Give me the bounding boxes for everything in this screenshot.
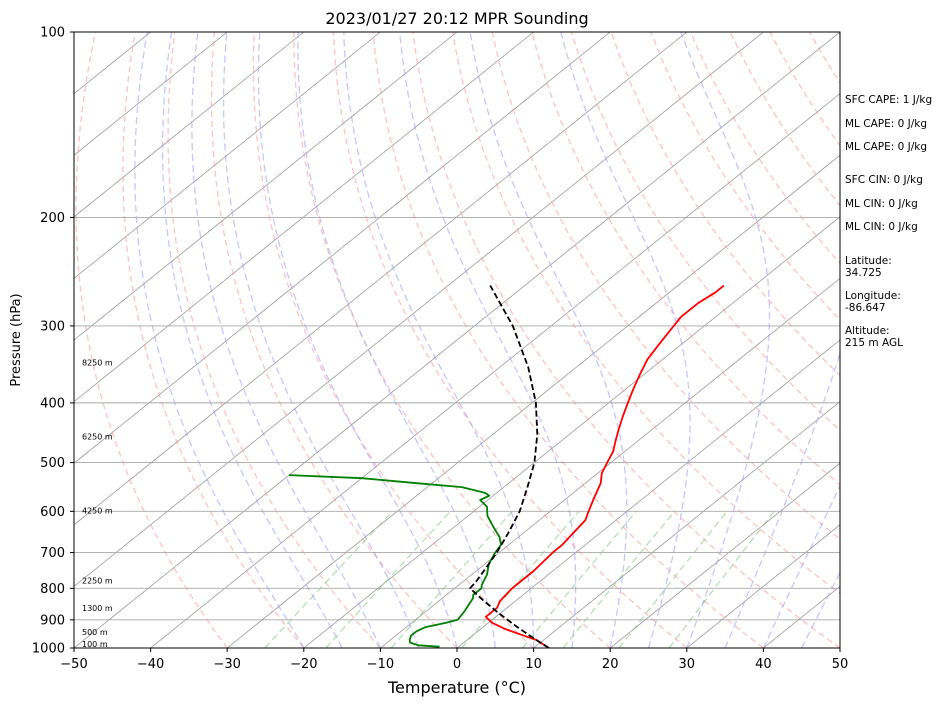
- mixing-ratio-line: [562, 510, 676, 648]
- chart-title: 2023/01/27 20:12 MPR Sounding: [325, 9, 588, 28]
- moist-adiabat-line: [257, 32, 458, 648]
- sounding-traces: [288, 284, 725, 648]
- background-lines: [74, 32, 840, 648]
- moist-adiabat-line: [762, 484, 840, 648]
- height-label: 6250 m: [82, 432, 113, 441]
- x-tick-label: −50: [60, 657, 87, 672]
- stat-ml-cin-2: ML CIN: 0 J/kg: [845, 221, 918, 233]
- x-tick-label: 30: [679, 657, 696, 672]
- isotherm-line: [533, 401, 840, 648]
- height-labels: 100 m 500 m 1300 m 2250 m 4250 m 6250 m 8250 m: [82, 358, 113, 648]
- moist-adiabat-line: [161, 32, 343, 648]
- mixing-ratio-line: [461, 510, 580, 648]
- x-tick-label: −10: [367, 657, 394, 672]
- stat-ml-cape: ML CAPE: 0 J/kg: [845, 118, 928, 130]
- isotherm-line: [74, 32, 764, 587]
- parcel-trace: [469, 285, 550, 648]
- height-label: 1300 m: [82, 604, 113, 613]
- dry-adiabat-line: [570, 32, 840, 432]
- x-tick-label: 10: [525, 657, 542, 672]
- isotherm-line: [74, 32, 840, 648]
- x-tick-label: −30: [213, 657, 240, 672]
- y-tick-label: 600: [40, 505, 65, 520]
- y-tick-label: 800: [40, 582, 65, 597]
- moist-adiabat-line: [222, 32, 420, 648]
- altitude-info: Altitude: 215 m AGL: [845, 325, 903, 349]
- dry-adiabat-line: [332, 32, 688, 648]
- isotherm-line: [686, 524, 840, 648]
- stat-ml-cin: ML CIN: 0 J/kg: [845, 198, 918, 210]
- isotherm-line: [609, 462, 840, 648]
- y-tick-label: 200: [40, 211, 65, 226]
- y-tick-label: 500: [40, 456, 65, 471]
- dry-adiabat-line: [451, 32, 840, 595]
- isotherm-line: [74, 32, 228, 156]
- isotherm-line: [226, 154, 840, 648]
- stat-sfc-cin: SFC CIN: 0 J/kg: [845, 174, 923, 186]
- dry-adiabat-line: [412, 32, 840, 648]
- stat-sfc-cape: SFC CAPE: 1 J/kg: [845, 94, 933, 106]
- dry-adiabat-line: [210, 32, 458, 648]
- height-label: 100 m: [82, 640, 108, 649]
- moist-adiabat-line: [134, 32, 305, 648]
- moist-adiabat-line: [297, 32, 496, 648]
- moist-adiabat-line: [191, 32, 381, 648]
- mixing-ratio-line: [390, 510, 513, 648]
- isotherm-line: [380, 277, 840, 648]
- temperature-trace: [484, 284, 725, 648]
- mixing-ratio-line: [668, 510, 775, 648]
- latitude-info: Latitude: 34.725: [845, 255, 892, 279]
- moist-adiabat-line: [343, 32, 535, 648]
- x-tick-label: −40: [137, 657, 164, 672]
- mixing-ratio-line: [618, 510, 728, 648]
- dry-adiabat-line: [650, 32, 840, 321]
- height-label: 2250 m: [82, 577, 113, 586]
- y-tick-label: 300: [40, 319, 65, 334]
- pressure-gridlines: [74, 32, 840, 648]
- x-axis-ticks: −50 −40 −30 −20 −10 0 10 20 30 40 50: [60, 648, 848, 672]
- isotherm-line: [303, 216, 840, 648]
- isotherm-line: [150, 93, 840, 648]
- x-tick-label: 50: [832, 657, 849, 672]
- dry-adiabat-line: [610, 32, 840, 377]
- moist-adiabat-line: [724, 32, 840, 648]
- height-label: 4250 m: [82, 506, 113, 515]
- isotherm-line: [74, 32, 458, 341]
- y-tick-label: 400: [40, 396, 65, 411]
- y-axis-label: Pressure (hPa): [9, 293, 24, 386]
- dewpoint-trace: [288, 474, 502, 648]
- dry-adiabat-line: [122, 32, 305, 648]
- dry-adiabat-line: [293, 32, 611, 648]
- x-tick-label: 20: [602, 657, 619, 672]
- longitude-info: Longitude: -86.647: [845, 290, 901, 314]
- y-axis-ticks: 100 200 300 400 500 600 700 800 900 1000: [32, 26, 74, 657]
- isotherm-line: [74, 32, 534, 403]
- y-tick-label: 100: [40, 26, 65, 41]
- x-tick-label: −20: [290, 657, 317, 672]
- x-axis-label: Temperature (°C): [387, 678, 526, 697]
- y-tick-label: 1000: [32, 642, 65, 657]
- isotherm-line: [74, 32, 688, 526]
- dry-adiabat-line: [372, 32, 764, 648]
- moist-adiabat-line: [469, 32, 628, 648]
- dry-adiabat-line: [167, 32, 381, 648]
- isotherm-line: [74, 32, 611, 464]
- y-tick-label: 900: [40, 613, 65, 628]
- moist-adiabat-line: [801, 571, 840, 648]
- isotherm-line: [74, 32, 305, 218]
- x-tick-label: 0: [453, 657, 461, 672]
- x-tick-label: 40: [755, 657, 772, 672]
- isotherm-line: [456, 339, 840, 648]
- isotherm-line: [74, 32, 381, 279]
- mixing-ratio-line: [264, 510, 393, 648]
- height-label: 8250 m: [82, 358, 113, 367]
- moist-adiabat-line: [680, 32, 771, 648]
- dry-adiabat-line: [75, 32, 228, 648]
- y-tick-label: 700: [40, 546, 65, 561]
- moist-adiabat-line: [560, 32, 691, 648]
- stat-ml-cape-2: ML CAPE: 0 J/kg: [845, 141, 928, 153]
- height-label: 500 m: [82, 628, 108, 637]
